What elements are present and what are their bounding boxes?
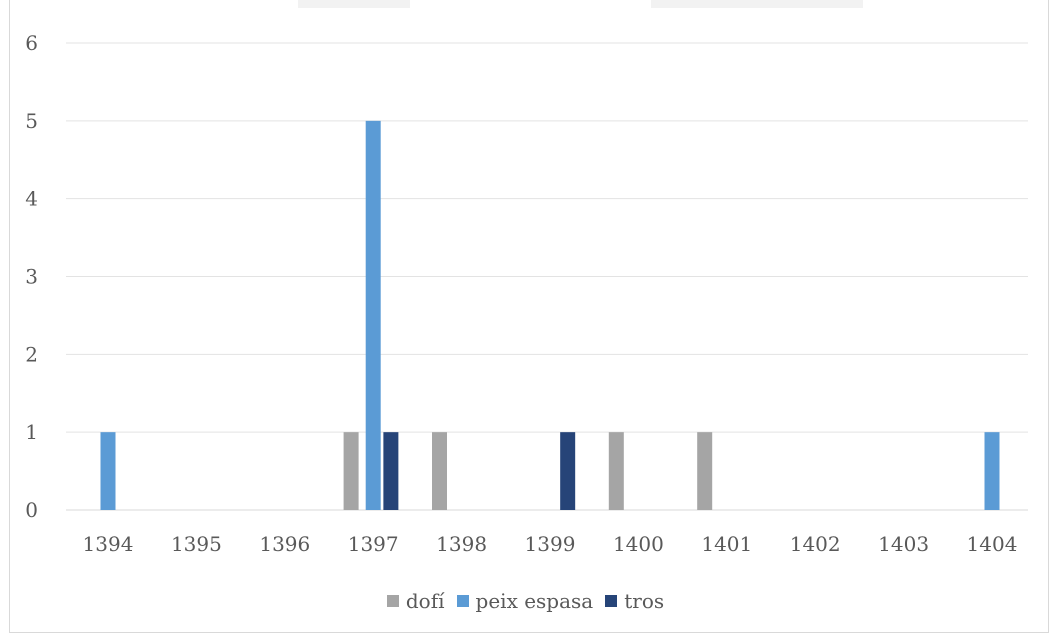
y-tick-label: 4 — [25, 187, 38, 211]
x-tick-label: 1394 — [83, 532, 134, 556]
y-axis-ticks: 0 1 2 3 4 5 6 — [25, 31, 38, 522]
x-tick-label: 1401 — [701, 532, 752, 556]
y-tick-label: 6 — [25, 31, 38, 55]
bar — [100, 432, 116, 510]
y-tick-label: 5 — [25, 109, 38, 133]
x-tick-label: 1402 — [790, 532, 841, 556]
legend-item: tros — [605, 589, 664, 613]
bar — [383, 432, 399, 510]
bar — [365, 120, 381, 510]
legend-label: dofí — [405, 589, 445, 613]
bar — [560, 432, 576, 510]
bars — [100, 120, 1000, 510]
bar — [343, 432, 359, 510]
x-tick-label: 1397 — [348, 532, 399, 556]
legend-swatch — [386, 595, 399, 607]
legend-item: peix espasa — [456, 589, 594, 613]
bar — [432, 432, 447, 510]
gridlines — [66, 42, 1028, 511]
x-tick-label: 1403 — [878, 532, 929, 556]
x-tick-label: 1398 — [436, 532, 487, 556]
chart-frame — [9, 0, 1049, 633]
x-axis-ticks: 1394 1395 1396 1397 1398 1399 1400 1401 1402 1403… — [83, 532, 1018, 556]
header-tab-left — [298, 0, 410, 8]
x-tick-label: 1399 — [525, 532, 576, 556]
bar — [984, 432, 1000, 510]
y-tick-label: 3 — [25, 265, 38, 289]
x-tick-label: 1395 — [171, 532, 222, 556]
bar — [608, 432, 624, 510]
legend-swatch — [605, 595, 618, 607]
y-tick-label: 1 — [25, 420, 38, 444]
legend: dofí peix espasa tros — [0, 588, 1051, 613]
legend-label: peix espasa — [475, 589, 594, 613]
x-tick-label: 1396 — [259, 532, 310, 556]
y-tick-label: 0 — [25, 498, 38, 522]
x-tick-label: 1404 — [967, 532, 1018, 556]
y-tick-label: 2 — [25, 342, 38, 366]
legend-label: tros — [624, 589, 665, 613]
legend-item: dofí — [386, 589, 445, 613]
bar — [697, 432, 713, 510]
legend-swatch — [456, 595, 469, 607]
x-tick-label: 1400 — [613, 532, 664, 556]
header-tab-right — [651, 0, 863, 8]
